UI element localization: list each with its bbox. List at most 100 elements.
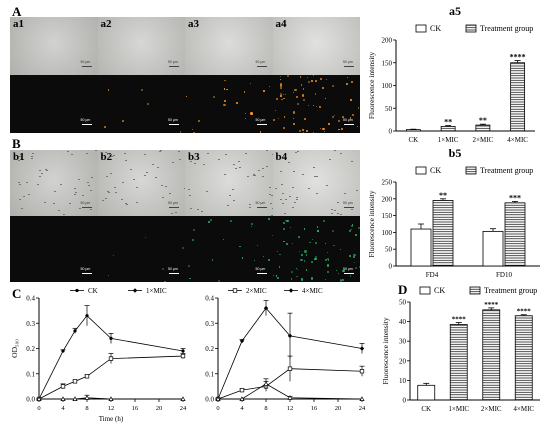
fluorescent-spot [226, 88, 228, 91]
cell-speck [174, 212, 177, 214]
fluorescent-spot [278, 266, 281, 269]
cell-speck [151, 163, 154, 165]
fluorescent-spot [311, 260, 314, 263]
series-line [38, 315, 184, 400]
data-point-marker [263, 305, 269, 311]
fluorescent-spot [276, 250, 279, 253]
cell-speck [178, 159, 181, 161]
fluorescent-spot [250, 112, 253, 115]
x-tick-label: 20 [335, 405, 342, 412]
fluorescent-spot [217, 280, 220, 282]
data-point-marker [109, 336, 113, 340]
cell-speck [37, 184, 40, 186]
bar [482, 309, 501, 401]
data-point-marker [359, 346, 365, 351]
x-tick-label: FD10 [496, 271, 512, 279]
micrograph-tile-label: b2 [100, 151, 113, 163]
x-tick-label: 0 [37, 405, 40, 412]
cell-speck [106, 175, 109, 177]
data-point-marker [61, 349, 65, 353]
cell-speck [171, 161, 174, 163]
y-tick-label: 0.0 [26, 396, 35, 404]
fluorescent-spot [309, 241, 311, 243]
y-tick-label: 0.4 [205, 295, 214, 303]
y-tick-label: 200 [382, 195, 393, 203]
fluorescent-spot [327, 257, 330, 260]
cell-speck [71, 154, 74, 156]
fluorescent-spot [350, 228, 353, 231]
cell-speck [271, 215, 273, 216]
legend-entry: 2×MIC [246, 287, 267, 295]
panel-label-c: C [12, 286, 22, 301]
fluorescent-spot [301, 254, 303, 256]
data-point-marker [239, 396, 245, 401]
x-tick-label: 16 [132, 405, 139, 412]
legend-entry: CK [434, 286, 445, 295]
micrograph-tile-label: a4 [275, 18, 287, 30]
scale-bar-label: 50 μm [168, 60, 178, 64]
cell-speck [227, 204, 230, 206]
fluorescent-spot [306, 76, 309, 79]
series-line [39, 397, 183, 400]
fluorescent-spot [305, 129, 309, 133]
y-axis-label: Fluorescence intensity [381, 317, 390, 385]
y-tick-label: 20 [399, 357, 407, 365]
panel-label-b: B [12, 136, 21, 151]
series-line [217, 368, 363, 400]
fluorescent-spot [284, 219, 286, 222]
x-tick-label: 4×MIC [513, 405, 534, 413]
fluorescent-spot [283, 240, 285, 242]
bar [504, 202, 526, 267]
fluorescent-spot [267, 258, 270, 261]
cell-speck [110, 156, 113, 158]
cell-speck [282, 203, 285, 205]
scale-bar [169, 66, 179, 67]
fluorescent-spot [319, 127, 322, 130]
y-tick-label: 0.1 [26, 370, 35, 378]
cell-speck [238, 160, 241, 162]
cell-speck [86, 181, 89, 183]
cell-speck [113, 154, 116, 156]
data-point-marker [288, 288, 294, 293]
x-tick-label: 24 [359, 405, 366, 412]
fluorescent-spot [280, 83, 283, 86]
fluorescent-spot [327, 270, 330, 273]
cell-speck [228, 194, 231, 196]
fluorescent-spot [275, 97, 278, 100]
fluorescent-spot [275, 275, 278, 278]
fluorescent-spot [341, 278, 345, 281]
cell-speck [337, 213, 340, 215]
fluorescent-spot [104, 125, 107, 128]
legend-entry: CK [88, 287, 98, 295]
fluorescence-micrograph: 50 μm [185, 216, 273, 282]
fluorescent-spot [223, 88, 226, 90]
scale-bar [256, 124, 267, 125]
cell-speck [177, 150, 180, 152]
fluorescent-spot [353, 254, 356, 257]
fluorescent-spot [279, 78, 281, 81]
cell-speck [296, 199, 299, 201]
y-tick-label: 0.4 [26, 295, 35, 303]
fluorescent-spot [322, 127, 325, 131]
scale-bar-label: 50 μm [255, 60, 266, 64]
fluorescent-spot [294, 89, 297, 92]
y-tick-label: 50 [385, 105, 393, 113]
fluorescent-spot [286, 75, 290, 78]
fluorescent-spot [316, 226, 319, 228]
legend-swatch [469, 286, 481, 295]
data-point-marker [36, 396, 42, 401]
micrograph-tile-label: a3 [188, 18, 199, 30]
scale-bar-label: 50 μm [255, 267, 266, 271]
cell-speck [45, 169, 48, 171]
cell-speck [340, 214, 343, 216]
cell-speck [249, 206, 252, 208]
cell-speck [129, 169, 132, 171]
fluorescent-spot [306, 254, 308, 256]
y-tick-label: 0 [403, 397, 407, 405]
cell-speck [107, 192, 110, 194]
y-tick-label: 10 [399, 377, 407, 385]
bar [405, 129, 421, 132]
cell-speck [114, 192, 117, 194]
scale-bar-label: 50 μm [80, 60, 91, 64]
fluorescent-spot [283, 228, 285, 230]
